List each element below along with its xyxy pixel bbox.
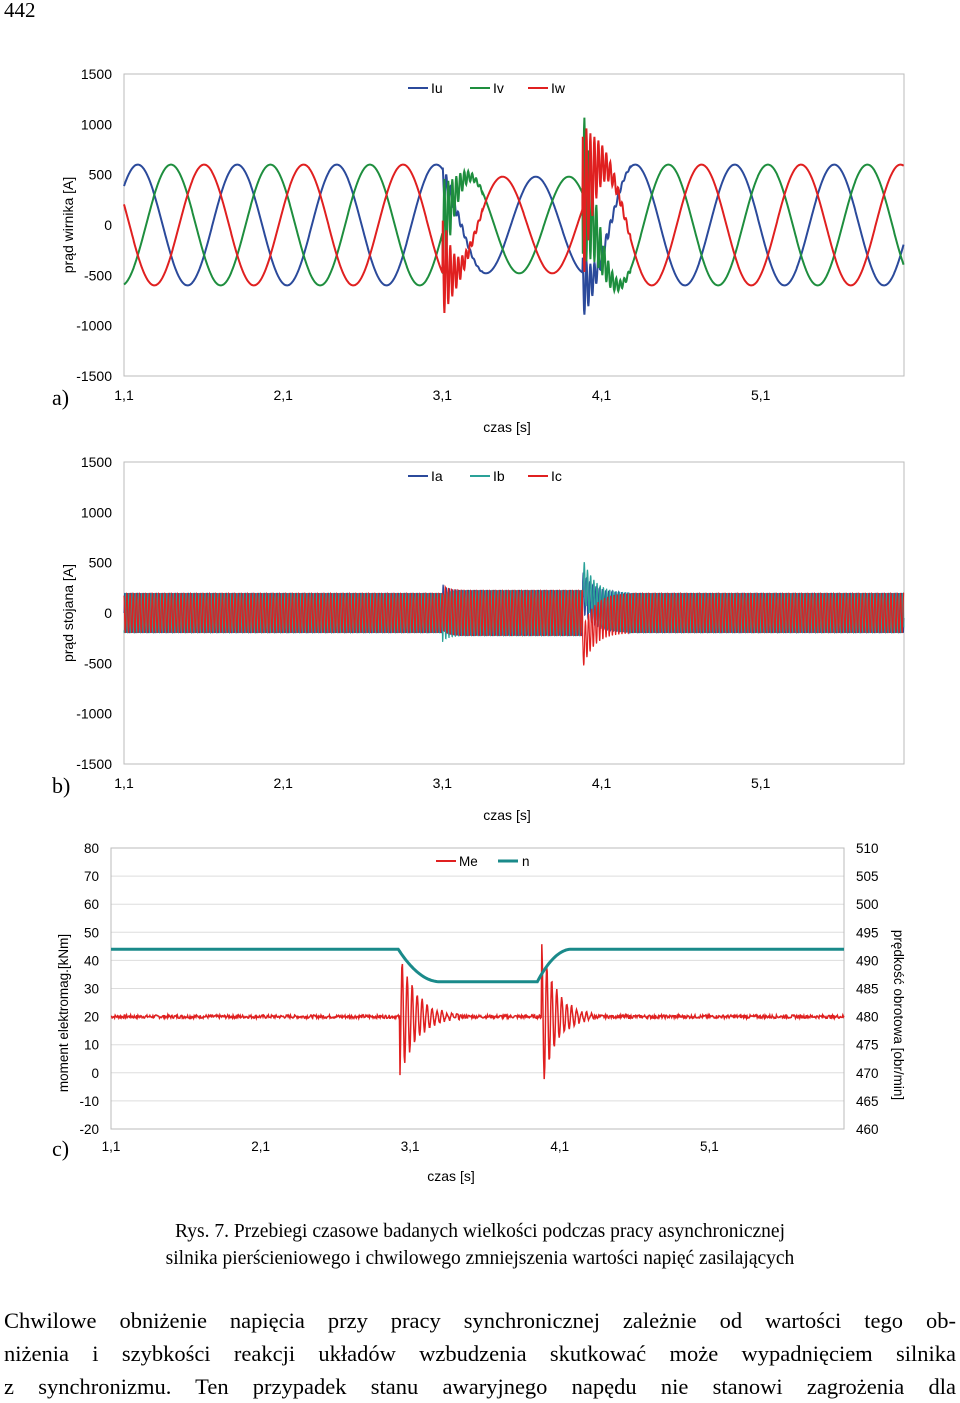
x-tick-label: 5,1 (700, 1139, 719, 1154)
legend-entry: n (522, 854, 530, 869)
y2-tick-label: 505 (856, 869, 879, 884)
y-tick-label: -500 (84, 267, 112, 283)
legend-entry: Iw (551, 80, 566, 96)
y-tick-label: 60 (84, 897, 99, 912)
y-tick-label: -1500 (76, 756, 112, 772)
y-tick-label: 20 (84, 1010, 99, 1025)
y-tick-label: -1000 (76, 706, 112, 722)
y-tick-label: 80 (84, 841, 99, 856)
y2-tick-label: 470 (856, 1066, 879, 1081)
x-tick-label: 1,1 (102, 1139, 121, 1154)
x-axis-label: czas [s] (483, 807, 530, 823)
x-tick-label: 5,1 (751, 387, 771, 403)
series-iv-line (123, 117, 905, 295)
y2-tick-label: 485 (856, 982, 879, 997)
x-tick-label: 2,1 (273, 775, 293, 791)
x-tick-label: 1,1 (114, 775, 134, 791)
y2-tick-label: 475 (856, 1038, 879, 1053)
series-ic-line (123, 584, 905, 666)
x-axis-label: czas [s] (483, 419, 530, 435)
rotor-current-chart: 1500 1000 500 0 -500 -1000 -1500 1,1 2,1 3,1 4,1 5… (60, 66, 905, 435)
y2-tick-label: 460 (856, 1122, 879, 1137)
figure-caption: Rys. 7. Przebiegi czasowe badanych wielk… (0, 1218, 960, 1272)
y-tick-label: 40 (84, 953, 99, 968)
panel-label-c: c) (52, 1136, 70, 1161)
x-tick-label: 3,1 (433, 387, 453, 403)
y-tick-label: 0 (104, 605, 112, 621)
y2-tick-label: 465 (856, 1094, 879, 1109)
x-tick-label: 4,1 (592, 387, 612, 403)
body-paragraph: Chwilowe obniżenie napięcia przy pracy s… (4, 1304, 956, 1403)
stator-current-chart: 1500 1000 500 0 -500 -1000 -1500 1,1 2,1 3,1 4,1 5… (60, 454, 905, 823)
y-tick-label: 1000 (81, 504, 112, 520)
y-axis-label: prąd stojana [A] (60, 564, 76, 662)
x-tick-label: 5,1 (751, 775, 771, 791)
x-axis-label: czas [s] (427, 1168, 474, 1184)
y2-axis-label: prędkość obrotowa [obr/min] (891, 930, 906, 1100)
y-axis-label: moment elektromag.[kNm] (56, 934, 71, 1092)
body-line-2: niżenia i szybkości reakcji układów wzbu… (4, 1341, 956, 1366)
plot-frame (110, 847, 845, 1130)
y-tick-label: 1500 (81, 454, 112, 470)
y2-tick-label: 510 (856, 841, 879, 856)
y-tick-label: 70 (84, 869, 99, 884)
y-tick-label: 30 (84, 982, 99, 997)
y-tick-label: 0 (91, 1066, 99, 1081)
y-tick-label: 500 (89, 167, 113, 183)
legend-entry: Ia (431, 468, 443, 484)
x-tick-label: 3,1 (433, 775, 453, 791)
x-tick-label: 2,1 (273, 387, 293, 403)
y-tick-label: 0 (104, 217, 112, 233)
body-line-3: z synchronizmu. Ten przypadek stanu awar… (4, 1374, 956, 1399)
y2-tick-label: 495 (856, 925, 879, 940)
series-n-line (111, 947, 844, 984)
torque-speed-chart: 80 70 60 50 40 30 20 10 0 -10 -20 510 505 500 495 490 4… (56, 841, 906, 1184)
legend-entry: Iu (431, 80, 443, 96)
y-tick-label: -1500 (76, 368, 112, 384)
y-axis-label: prąd wirnika [A] (60, 177, 76, 273)
series-me-line (110, 944, 845, 1080)
legend-entry: Ic (551, 468, 562, 484)
panel-label-a: a) (52, 385, 70, 410)
x-tick-label: 1,1 (114, 387, 134, 403)
y-tick-label: -10 (79, 1094, 99, 1109)
legend-entry: Ib (493, 468, 505, 484)
plot-frame (123, 73, 905, 377)
y-tick-label: 50 (84, 925, 99, 940)
caption-line-1: Rys. 7. Przebiegi czasowe badanych wielk… (175, 1221, 785, 1242)
y2-tick-label: 490 (856, 953, 879, 968)
x-tick-label: 2,1 (251, 1139, 270, 1154)
series-iw-line (123, 128, 905, 314)
y-tick-label: -500 (84, 655, 112, 671)
y-tick-label: 500 (89, 555, 113, 571)
y-tick-label: -20 (79, 1122, 99, 1137)
page-number: 442 (4, 0, 36, 22)
legend-entry: Me (459, 854, 478, 869)
legend-entry: Iv (493, 80, 504, 96)
x-tick-label: 4,1 (550, 1139, 569, 1154)
x-tick-label: 3,1 (401, 1139, 420, 1154)
y-tick-label: 1000 (81, 116, 112, 132)
panel-label-b: b) (52, 773, 71, 798)
y-tick-label: -1000 (76, 318, 112, 334)
y2-tick-label: 480 (856, 1010, 879, 1025)
body-line-1: Chwilowe obniżenie napięcia przy pracy s… (4, 1308, 956, 1333)
y-tick-label: 10 (84, 1038, 99, 1053)
y-tick-label: 1500 (81, 66, 112, 82)
caption-line-2: silnika pierścieniowego i chwilowego zmn… (165, 1248, 795, 1269)
x-tick-label: 4,1 (592, 775, 612, 791)
y2-tick-label: 500 (856, 897, 879, 912)
